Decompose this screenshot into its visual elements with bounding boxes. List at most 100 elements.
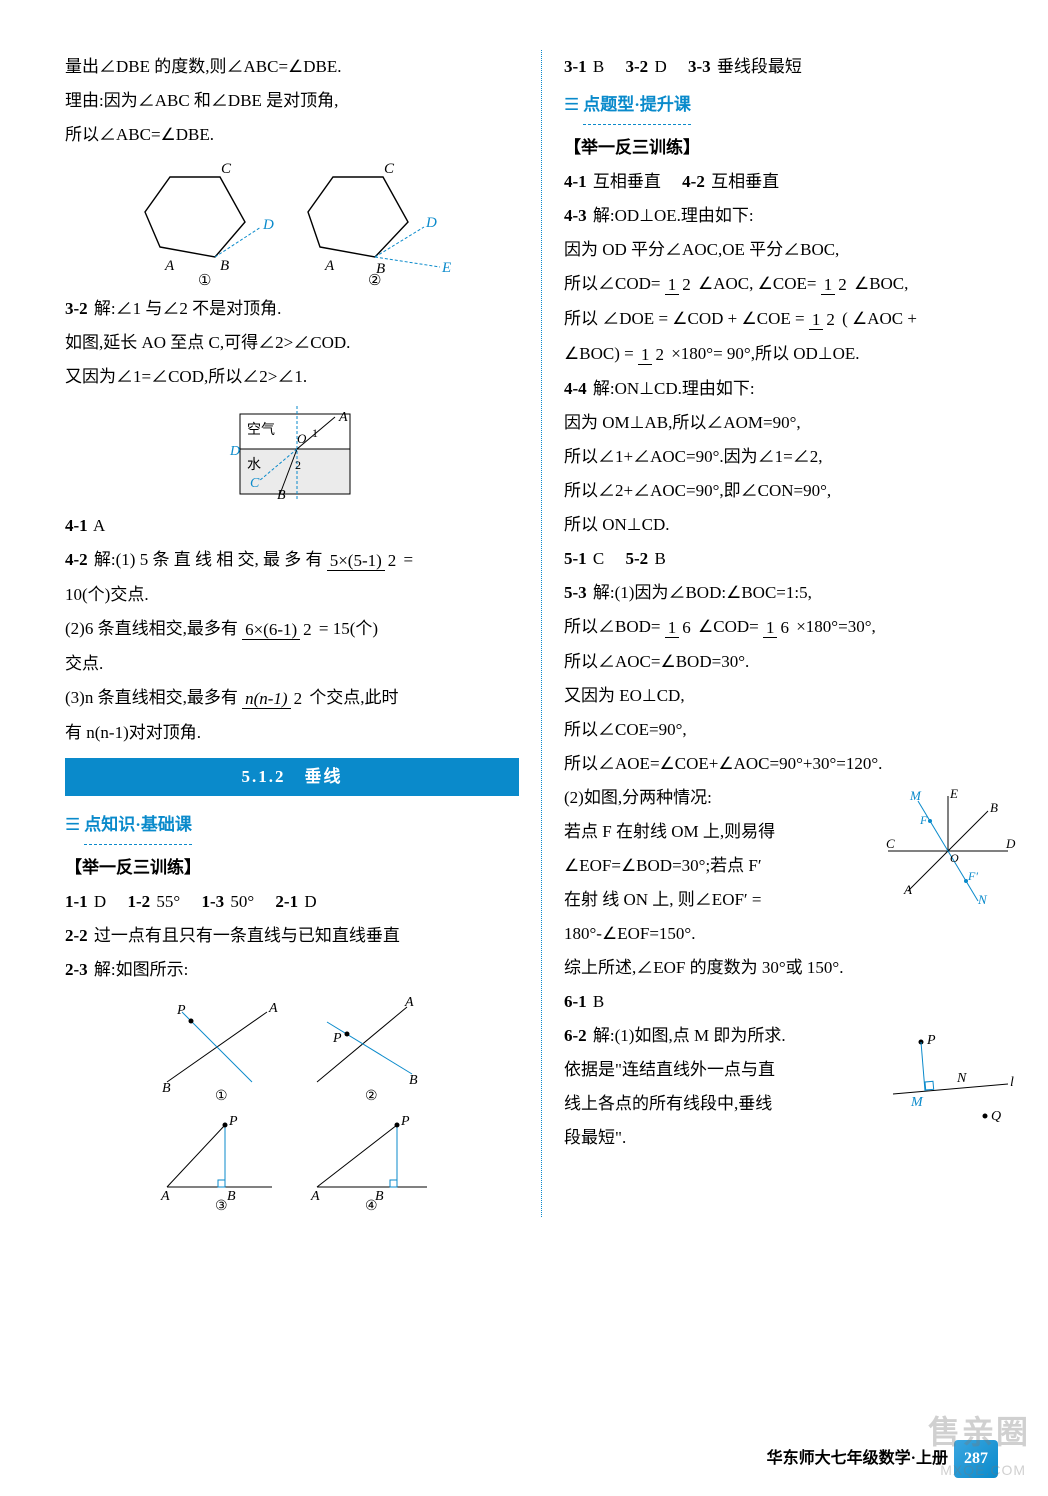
q-label: 5-1 bbox=[564, 549, 587, 568]
answer: B bbox=[654, 549, 665, 568]
answer: D bbox=[654, 57, 666, 76]
answer: B bbox=[593, 992, 604, 1011]
text: 又因为 EO⊥CD, bbox=[564, 679, 1018, 713]
text: 在射 线 ON 上, 则∠EOF′ = bbox=[564, 883, 872, 917]
q-label: 3-2 bbox=[626, 57, 649, 76]
text: (2)如图,分两种情况: bbox=[564, 781, 872, 815]
svg-text:1: 1 bbox=[312, 426, 318, 440]
text: ∠EOF=∠BOD=30°;若点 F′ bbox=[564, 849, 872, 883]
text: 交点. bbox=[65, 647, 519, 681]
svg-text:A: A bbox=[268, 1001, 278, 1016]
svg-text:B: B bbox=[162, 1081, 171, 1096]
watermark: 售亲圈 bbox=[928, 1400, 1030, 1464]
fraction: 6×(6-1)2 bbox=[242, 613, 315, 647]
svg-text:N: N bbox=[956, 1071, 967, 1086]
answer: D bbox=[94, 892, 106, 911]
svg-text:②: ② bbox=[368, 273, 381, 287]
q-label: 6-1 bbox=[564, 992, 587, 1011]
fraction: 12 bbox=[821, 268, 850, 302]
svg-text:B: B bbox=[277, 488, 286, 503]
text: ∠COD= bbox=[698, 617, 759, 636]
svg-text:C: C bbox=[221, 161, 232, 177]
text: 如图,延长 AO 至点 C,可得∠2>∠COD. bbox=[65, 326, 519, 360]
text: 有 n(n-1)对对顶角. bbox=[65, 716, 519, 750]
figure-perp-set2: P A B ③ P A B ④ bbox=[65, 1107, 519, 1212]
q-label: 4-1 bbox=[564, 172, 587, 191]
q-label: 3-3 bbox=[688, 57, 711, 76]
subhead-icon: ☰ bbox=[65, 815, 80, 834]
fraction: 12 bbox=[665, 268, 694, 302]
svg-text:E: E bbox=[949, 786, 958, 801]
svg-text:D: D bbox=[425, 215, 437, 231]
svg-text:D: D bbox=[1005, 836, 1016, 851]
svg-text:D: D bbox=[229, 444, 240, 459]
answer: 垂线段最短 bbox=[717, 57, 802, 76]
svg-text:C: C bbox=[250, 476, 260, 491]
text: 所以∠AOE=∠COE+∠AOC=90°+30°=120°. bbox=[564, 747, 1018, 781]
text: 解:(1)因为∠BOD:∠BOC=1:5, bbox=[593, 583, 812, 602]
fraction: 5×(5-1)2 bbox=[327, 544, 400, 578]
answer: A bbox=[93, 516, 105, 535]
text: ∠BOC) = bbox=[564, 344, 634, 363]
svg-text:M: M bbox=[910, 1095, 924, 1110]
answer: 互相垂直 bbox=[593, 172, 661, 191]
text: 所以∠ABC=∠DBE. bbox=[65, 118, 519, 152]
train-heading: 【举一反三训练】 bbox=[564, 131, 1018, 165]
svg-text:①: ① bbox=[198, 273, 211, 287]
text: 所以∠1+∠AOC=90°.因为∠1=∠2, bbox=[564, 440, 1018, 474]
svg-text:P: P bbox=[332, 1031, 342, 1046]
text: 若点 F 在射线 OM 上,则易得 bbox=[564, 815, 872, 849]
answer: C bbox=[593, 549, 604, 568]
q-label: 4-4 bbox=[564, 379, 587, 398]
svg-text:P: P bbox=[926, 1033, 936, 1048]
q-label: 5-3 bbox=[564, 583, 587, 602]
text: 又因为∠1=∠COD,所以∠2>∠1. bbox=[65, 360, 519, 394]
q-label: 3-1 bbox=[564, 57, 587, 76]
svg-text:C: C bbox=[886, 836, 895, 851]
svg-text:Q: Q bbox=[991, 1109, 1001, 1124]
svg-text:F: F bbox=[919, 813, 928, 827]
column-divider bbox=[541, 50, 542, 1217]
text: ×180°= 90°,所以 OD⊥OE. bbox=[671, 344, 859, 363]
q-label: 5-2 bbox=[626, 549, 649, 568]
subhead-icon: ☰ bbox=[564, 95, 579, 114]
q-label: 4-3 bbox=[564, 206, 587, 225]
figure-refraction: 空气 水 O 1 2 A B C D bbox=[217, 399, 367, 504]
svg-text:B: B bbox=[220, 258, 229, 274]
text: 线上各点的所有线段中,垂线 bbox=[564, 1087, 877, 1121]
text: = bbox=[404, 550, 414, 569]
svg-text:A: A bbox=[324, 258, 335, 274]
figure-polygons: A B C D ① A B C D E ② bbox=[65, 157, 519, 287]
q-label: 4-2 bbox=[682, 172, 705, 191]
q-label: 2-2 bbox=[65, 926, 88, 945]
text: 解:∠1 与∠2 不是对顶角. bbox=[94, 299, 281, 318]
text: 因为 OM⊥AB,所以∠AOM=90°, bbox=[564, 406, 1018, 440]
figure-perp-set: P A B ① P A B ② bbox=[65, 992, 519, 1102]
svg-text:B: B bbox=[227, 1189, 236, 1204]
answer: B bbox=[593, 57, 604, 76]
footer: 华东师大七年级数学·上册 287 bbox=[0, 1440, 1048, 1478]
text: ( ∠AOC + bbox=[842, 309, 917, 328]
svg-text:E: E bbox=[441, 260, 451, 276]
text: 段最短". bbox=[564, 1121, 877, 1155]
text: 过一点有且只有一条直线与已知直线垂直 bbox=[94, 926, 400, 945]
text: 所以∠COD= bbox=[564, 274, 660, 293]
text: 10(个)交点. bbox=[65, 578, 519, 612]
text: 因为 OD 平分∠AOC,OE 平分∠BOC, bbox=[564, 233, 1018, 267]
text: 所以∠AOC=∠BOD=30°. bbox=[564, 645, 1018, 679]
svg-text:空气: 空气 bbox=[247, 422, 275, 438]
q-label: 1-2 bbox=[127, 892, 150, 911]
svg-text:A: A bbox=[338, 410, 348, 425]
text: 理由:因为∠ABC 和∠DBE 是对顶角, bbox=[65, 84, 519, 118]
svg-text:P: P bbox=[176, 1003, 186, 1018]
svg-text:②: ② bbox=[365, 1089, 378, 1102]
subhead: 点知识·基础课 bbox=[84, 808, 192, 845]
q-label: 2-1 bbox=[275, 892, 298, 911]
text: 180°-∠EOF=150°. bbox=[564, 917, 1018, 951]
fraction: n(n-1)2 bbox=[242, 682, 305, 716]
q-label: 2-3 bbox=[65, 960, 88, 979]
figure-rays: C D A B E M N F F′ O bbox=[878, 786, 1018, 906]
answer: D bbox=[304, 892, 316, 911]
fraction: 16 bbox=[665, 611, 694, 645]
svg-text:M: M bbox=[909, 788, 922, 803]
